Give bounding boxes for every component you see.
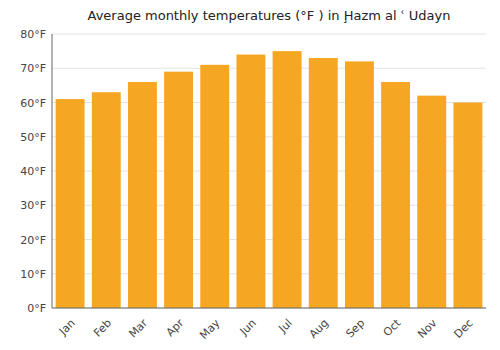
y-tick-label: 40°F [20,165,46,178]
bar [381,82,410,308]
bar [417,96,446,308]
bar [164,72,193,308]
y-tick-label: 20°F [20,234,46,247]
grid-line [52,308,486,309]
x-tick-label: Jan [56,317,78,339]
bar [273,51,302,308]
bar [345,61,374,308]
y-tick-label: 30°F [20,199,46,212]
bar [309,58,338,308]
bar [453,103,482,309]
x-tick-label: Apr [164,316,187,339]
bars [56,51,483,308]
x-tick-label: Feb [91,317,114,340]
title: Average monthly temperatures (°F ) in Ḩa… [88,8,451,23]
y-tick-label: 80°F [20,28,46,41]
bar [92,92,121,308]
x-tick-label: Jul [276,317,295,336]
grid [52,34,486,308]
x-tick-label: Jun [237,317,259,339]
x-tick-label: May [197,316,223,342]
x-tick-label: Sep [343,317,367,341]
chart: Average monthly temperatures (°F ) in Ḩa… [0,0,500,350]
bar [236,55,265,308]
x-tick-label: Aug [307,317,331,341]
x-axis [52,308,486,309]
y-axis [52,34,53,308]
y-tick-label: 70°F [20,62,46,75]
x-tick-label: Dec [451,317,475,341]
bar [200,65,229,308]
y-tick-label: 0°F [27,302,46,315]
grid-line [52,34,486,35]
x-tick-label: Oct [381,316,404,339]
x-tick-label: Nov [415,316,440,341]
bar [128,82,157,308]
y-tick-label: 10°F [20,268,46,281]
y-tick-label: 60°F [20,97,46,110]
x-tick-label: Mar [126,316,150,340]
grid-line [52,68,486,69]
bar [56,99,85,308]
y-tick-label: 50°F [20,131,46,144]
